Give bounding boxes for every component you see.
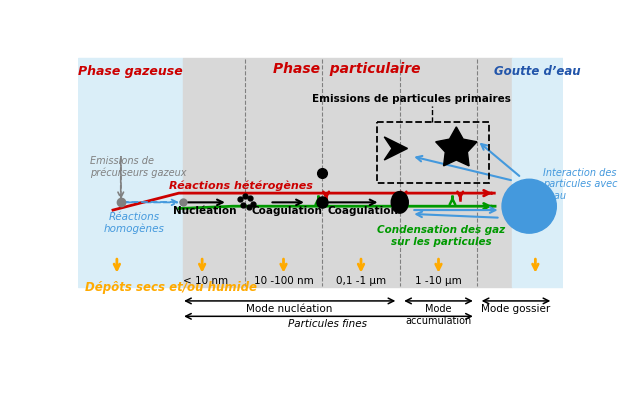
Text: Emissions de particules primaires: Emissions de particules primaires — [312, 94, 511, 104]
Text: Réactions
homogènes: Réactions homogènes — [104, 212, 164, 234]
Bar — [512, 58, 562, 287]
Text: Dépôts secs et/ou humide: Dépôts secs et/ou humide — [85, 281, 257, 294]
Text: < 10 nm: < 10 nm — [184, 276, 229, 285]
Text: Particules fines: Particules fines — [288, 320, 367, 329]
Text: Coagulation: Coagulation — [328, 206, 399, 216]
Text: Mode
accumulation: Mode accumulation — [406, 304, 472, 326]
Bar — [376, 122, 489, 183]
Bar — [78, 58, 182, 287]
Ellipse shape — [391, 191, 408, 213]
Circle shape — [502, 179, 556, 233]
Text: Coagulation: Coagulation — [252, 206, 323, 216]
Polygon shape — [436, 127, 477, 166]
Bar — [182, 58, 512, 287]
Text: Emissions de
précurseurs gazeux: Emissions de précurseurs gazeux — [90, 156, 186, 179]
Text: Phase gazeuse: Phase gazeuse — [78, 65, 182, 78]
Text: Réactions hétérogènes: Réactions hétérogènes — [169, 180, 313, 191]
Text: Nucléation: Nucléation — [174, 206, 237, 216]
Text: Interaction des
particules avec
l’eau: Interaction des particules avec l’eau — [543, 168, 618, 201]
Text: Mode gossier: Mode gossier — [481, 304, 551, 314]
Text: 0,1 -1 μm: 0,1 -1 μm — [336, 276, 386, 285]
Polygon shape — [384, 137, 408, 160]
Text: Goutte d’eau: Goutte d’eau — [494, 65, 580, 78]
Text: Condensation des gaz
sur les particules: Condensation des gaz sur les particules — [377, 225, 505, 247]
Text: Mode nucléation: Mode nucléation — [246, 304, 332, 314]
Text: 1 -10 μm: 1 -10 μm — [415, 276, 462, 285]
Text: 10 -100 nm: 10 -100 nm — [254, 276, 313, 285]
Text: Phase  particulaire: Phase particulaire — [273, 62, 421, 76]
